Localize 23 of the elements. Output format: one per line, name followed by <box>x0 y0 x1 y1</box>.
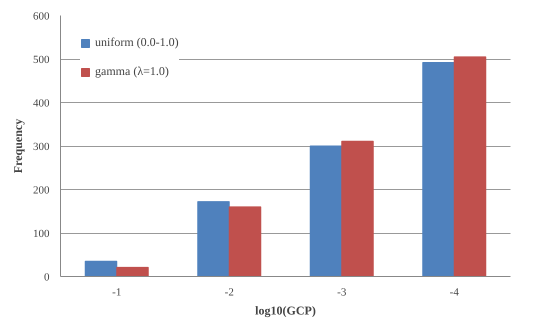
x-axis-title: log10(GCP) <box>255 304 316 318</box>
bar <box>341 140 374 276</box>
x-tick-label: -4 <box>450 286 460 298</box>
y-axis-title: Frequency <box>11 118 25 174</box>
legend-label: uniform (0.0-1.0) <box>95 35 179 50</box>
y-tick-label: 200 <box>33 184 50 196</box>
x-tick-label: -2 <box>224 286 234 298</box>
bar <box>197 201 230 276</box>
y-tick-label: 600 <box>33 10 50 22</box>
bar <box>84 260 118 276</box>
bar <box>454 56 486 276</box>
bar <box>228 206 262 276</box>
y-tick-label: 300 <box>33 141 50 153</box>
y-tick-label: 0 <box>44 272 50 284</box>
bar <box>422 62 455 276</box>
x-tick-label: -1 <box>112 286 122 298</box>
y-tick-label: 400 <box>33 98 50 110</box>
bar <box>310 146 342 276</box>
y-tick-label: 500 <box>33 54 50 66</box>
x-tick-label: -3 <box>337 286 347 298</box>
bar <box>116 266 149 276</box>
legend-label: gamma (λ=1.0) <box>95 64 169 79</box>
y-tick-label: 100 <box>33 228 50 240</box>
